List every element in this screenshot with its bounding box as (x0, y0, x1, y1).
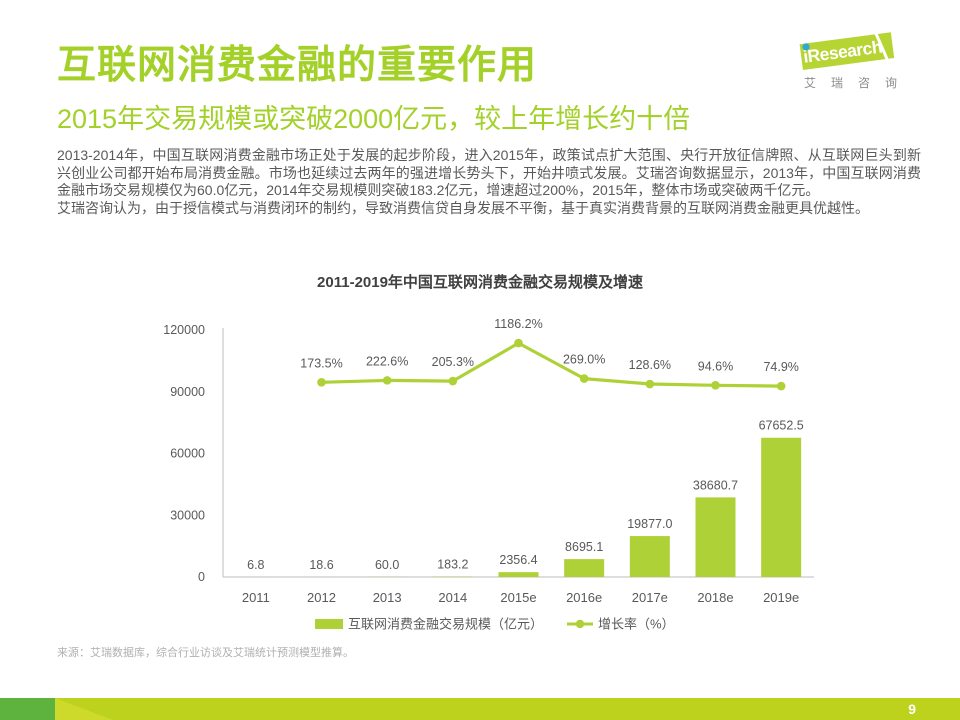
y-tick-label: 30000 (170, 508, 205, 522)
x-axis-label: 2013 (373, 590, 402, 605)
y-tick-label: 60000 (170, 447, 205, 461)
paragraph-1: 2013-2014年，中国互联网消费金融市场正处于发展的起步阶段，进入2015年… (57, 147, 921, 199)
x-axis-label: 2018e (697, 590, 733, 605)
x-axis-label: 2016e (566, 590, 602, 605)
body-text: 2013-2014年，中国互联网消费金融市场正处于发展的起步阶段，进入2015年… (57, 147, 921, 217)
legend-bar-label: 互联网消费金融交易规模（亿元） (348, 617, 543, 632)
footer-dark-block (0, 698, 55, 720)
growth-point (645, 379, 655, 389)
source-note: 来源：艾瑞数据库，综合行业访谈及艾瑞统计预测模型推算。 (57, 647, 354, 659)
page-subtitle: 2015年交易规模或突破2000亿元，较上年增长约十倍 (57, 104, 691, 134)
growth-value-label: 222.6% (366, 354, 408, 368)
logo-slash-icon (874, 32, 889, 61)
growth-point (514, 338, 523, 348)
growth-value-label: 1186.2% (494, 317, 542, 331)
chart-title: 2011-2019年中国互联网消费金融交易规模及增速 (317, 274, 643, 291)
bar-value-label: 60.0 (375, 558, 399, 572)
growth-point (448, 376, 458, 386)
footer-bar (0, 698, 960, 720)
growth-value-label: 128.6% (629, 358, 671, 372)
growth-point (776, 381, 786, 391)
bar-value-label: 6.8 (247, 558, 264, 572)
bar (564, 559, 605, 577)
x-axis-label: 2014 (438, 590, 467, 605)
bar (498, 572, 539, 577)
bar-value-label: 8695.1 (565, 540, 603, 554)
growth-value-label: 94.6% (698, 359, 733, 373)
bar (761, 437, 802, 577)
iresearch-logo-graphic: iResearch 艾瑞咨询 (799, 32, 905, 90)
bar-line-chart: 0 30000 60000 90000 120000 6.8 18.6 60.0 183.2 23… (163, 317, 814, 632)
x-axis-label: 2019e (763, 590, 799, 605)
paragraph-2: 艾瑞咨询认为，由于授信模式与消费闭环的制约，导致消费信贷自身发展不平衡，基于真实… (57, 199, 869, 216)
y-tick-label: 90000 (170, 385, 205, 399)
x-axis-label: 2017e (632, 590, 668, 605)
growth-value-label: 269.0% (563, 353, 605, 367)
legend-bar-swatch (315, 619, 343, 629)
growth-point (711, 381, 720, 390)
legend-line-marker (575, 619, 585, 629)
growth-line (321, 341, 782, 388)
growth-value-label: 173.5% (300, 356, 342, 370)
growth-value-label: 205.3% (432, 355, 474, 369)
y-tick-label: 0 (198, 570, 205, 584)
growth-point (317, 377, 326, 387)
page-number: 9 (908, 701, 916, 717)
x-axis-label: 2011 (242, 590, 270, 605)
x-axis-label: 2012 (307, 590, 336, 605)
y-tick-label: 120000 (163, 323, 205, 337)
bar (629, 536, 670, 577)
bar-value-label: 67652.5 (759, 419, 804, 433)
x-axis-label: 2015e (500, 590, 536, 605)
bar-value-label: 19877.0 (627, 517, 672, 531)
bar-value-label: 183.2 (437, 558, 468, 572)
growth-point (579, 374, 589, 383)
bar (695, 497, 736, 577)
bar-value-label: 2356.4 (499, 553, 537, 567)
growth-point (382, 376, 392, 385)
logo-brand-cn: 艾瑞咨询 (804, 75, 905, 90)
bar-value-label: 38680.7 (693, 478, 738, 492)
bar-value-label: 18.6 (309, 558, 333, 572)
logo-green-banner (799, 32, 895, 70)
legend-line-label: 增长率（%） (598, 617, 675, 632)
iresearch-logo: iResearch 艾瑞咨询 (790, 30, 905, 92)
growth-value-label: 74.9% (763, 360, 798, 374)
logo-i-dot-icon (802, 43, 810, 51)
page-title: 互联网消费金融的重要作用 (57, 44, 538, 87)
